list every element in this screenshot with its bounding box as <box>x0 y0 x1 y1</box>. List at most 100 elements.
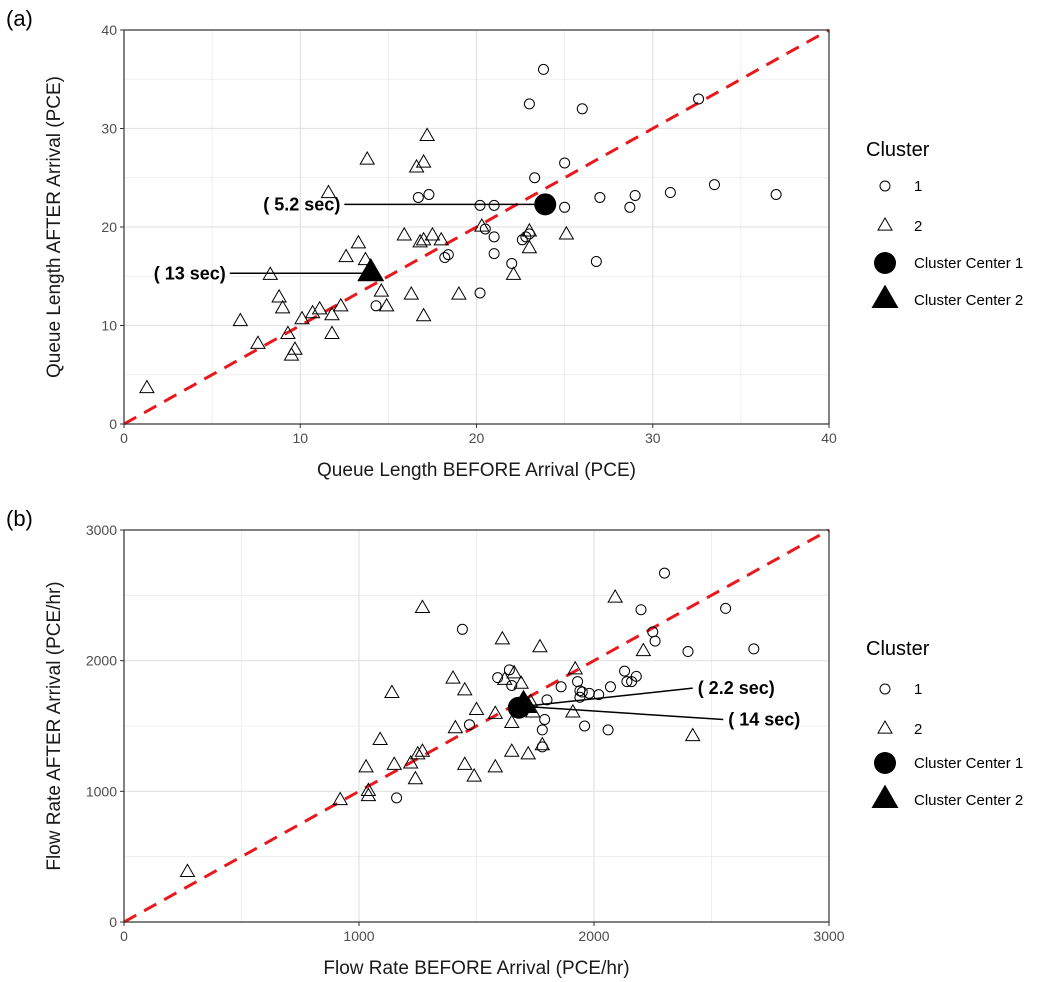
y-tick-label: 1000 <box>86 783 117 799</box>
data-point-cluster-2 <box>324 306 340 321</box>
data-point-cluster-1 <box>629 189 641 201</box>
data-point-cluster-1 <box>536 724 548 736</box>
data-point-cluster-1 <box>523 228 535 240</box>
data-point-cluster-1 <box>370 300 382 312</box>
data-point-cluster-2 <box>503 743 520 757</box>
y-tick-label: 3000 <box>86 522 117 538</box>
data-point-cluster-2 <box>396 226 413 241</box>
data-point-cluster-1 <box>594 191 606 203</box>
x-tick-label: 20 <box>469 430 485 446</box>
panel-label: (b) <box>6 506 33 531</box>
legend-label: Cluster Center 1 <box>914 255 1023 272</box>
legend-title: Cluster <box>866 139 930 161</box>
y-tick-label: 30 <box>101 121 117 137</box>
data-point-cluster-1 <box>463 719 475 731</box>
data-point-cluster-2 <box>360 787 377 802</box>
data-point-cluster-1 <box>659 567 670 579</box>
x-axis-title: Flow Rate BEFORE Arrival (PCE/hr) <box>323 958 629 979</box>
data-point-cluster-2 <box>534 736 551 751</box>
data-point-cluster-2 <box>271 288 287 303</box>
data-point-cluster-2 <box>521 239 538 254</box>
data-point-cluster-1 <box>604 681 616 693</box>
legend-label: Cluster Center 1 <box>914 755 1023 772</box>
data-point-cluster-2 <box>487 705 504 719</box>
data-point-cluster-2 <box>558 225 575 240</box>
data-point-cluster-2 <box>567 660 584 675</box>
plot-border <box>123 529 830 923</box>
legend-label: Cluster Center 2 <box>914 792 1023 809</box>
data-point-cluster-1 <box>506 257 518 269</box>
data-point-cluster-1 <box>664 187 676 199</box>
data-point-cluster-2 <box>635 642 652 657</box>
data-point-cluster-2 <box>409 745 426 760</box>
legend-key-3 <box>874 752 896 774</box>
data-point-cluster-1 <box>708 179 720 191</box>
data-point-cluster-1 <box>520 231 532 243</box>
data-point-cluster-2 <box>415 231 432 246</box>
data-point-cluster-1 <box>574 691 586 703</box>
data-point-cluster-2 <box>232 312 249 327</box>
legend-label: 2 <box>914 721 922 738</box>
data-point-cluster-2 <box>384 684 400 698</box>
data-point-cluster-2 <box>684 727 701 742</box>
annotation-label: ( 14 sec) <box>728 709 800 729</box>
panel-label: (a) <box>6 6 33 31</box>
data-point-cluster-2 <box>532 638 548 653</box>
data-point-cluster-1 <box>574 685 586 697</box>
data-point-cluster-1 <box>423 188 435 200</box>
annotation-label: ( 13 sec) <box>154 263 226 283</box>
data-point-cluster-1 <box>479 223 491 235</box>
data-point-cluster-2 <box>304 304 321 319</box>
data-point-cluster-2 <box>445 669 461 684</box>
legend-key-2 <box>877 216 893 231</box>
data-point-cluster-2 <box>456 681 473 696</box>
data-point-cluster-1 <box>492 672 504 684</box>
x-tick-label: 1000 <box>343 928 374 944</box>
data-point-cluster-1 <box>682 646 694 658</box>
data-point-cluster-1 <box>537 63 549 75</box>
data-point-cluster-2 <box>179 863 196 877</box>
y-tick-label: 20 <box>101 219 117 235</box>
data-point-cluster-2 <box>415 307 432 322</box>
y-tick-label: 2000 <box>86 653 117 669</box>
data-point-cluster-1 <box>529 172 541 184</box>
legend-key-4 <box>871 284 899 308</box>
data-point-cluster-2 <box>372 731 389 745</box>
legend-label: 1 <box>914 178 922 195</box>
data-point-cluster-1 <box>555 681 567 693</box>
data-point-cluster-1 <box>506 679 518 691</box>
reference-line <box>123 528 830 924</box>
data-point-cluster-1 <box>439 252 451 264</box>
data-point-cluster-2 <box>433 231 450 246</box>
legend: Cluster 1 2 Cluster Center 1 Cluster Center … <box>866 638 1023 809</box>
cluster-center-1 <box>534 193 557 216</box>
data-point-cluster-1 <box>559 157 571 169</box>
data-point-cluster-2 <box>407 770 424 785</box>
x-axis-title: Queue Length BEFORE Arrival (PCE) <box>317 460 636 481</box>
data-point-cluster-2 <box>283 347 300 361</box>
data-point-cluster-2 <box>358 758 374 773</box>
x-tick-label: 40 <box>821 430 837 446</box>
data-point-cluster-2 <box>412 233 428 248</box>
data-point-cluster-2 <box>468 701 485 715</box>
data-point-cluster-1 <box>649 635 661 647</box>
legend: Cluster 1 2 Cluster Center 1 Cluster Center … <box>866 139 1023 309</box>
data-point-cluster-1 <box>391 792 403 804</box>
data-point-cluster-2 <box>360 782 377 796</box>
annotation-label: ( 2.2 sec) <box>698 678 775 698</box>
data-point-cluster-2 <box>513 675 530 689</box>
data-point-cluster-2 <box>521 222 538 237</box>
data-point-cluster-1 <box>488 231 500 243</box>
data-point-cluster-2 <box>419 127 436 142</box>
data-point-cluster-1 <box>624 201 636 213</box>
data-point-cluster-2 <box>359 151 376 165</box>
data-point-cluster-2 <box>424 226 441 241</box>
data-point-cluster-2 <box>414 599 431 614</box>
data-point-cluster-2 <box>332 791 349 806</box>
data-point-cluster-2 <box>494 630 511 645</box>
cluster-center-2 <box>357 257 385 282</box>
legend-title: Cluster <box>866 638 930 660</box>
annotation-line <box>523 687 693 708</box>
y-tick-label: 10 <box>101 318 117 334</box>
annotation-line <box>523 705 724 721</box>
